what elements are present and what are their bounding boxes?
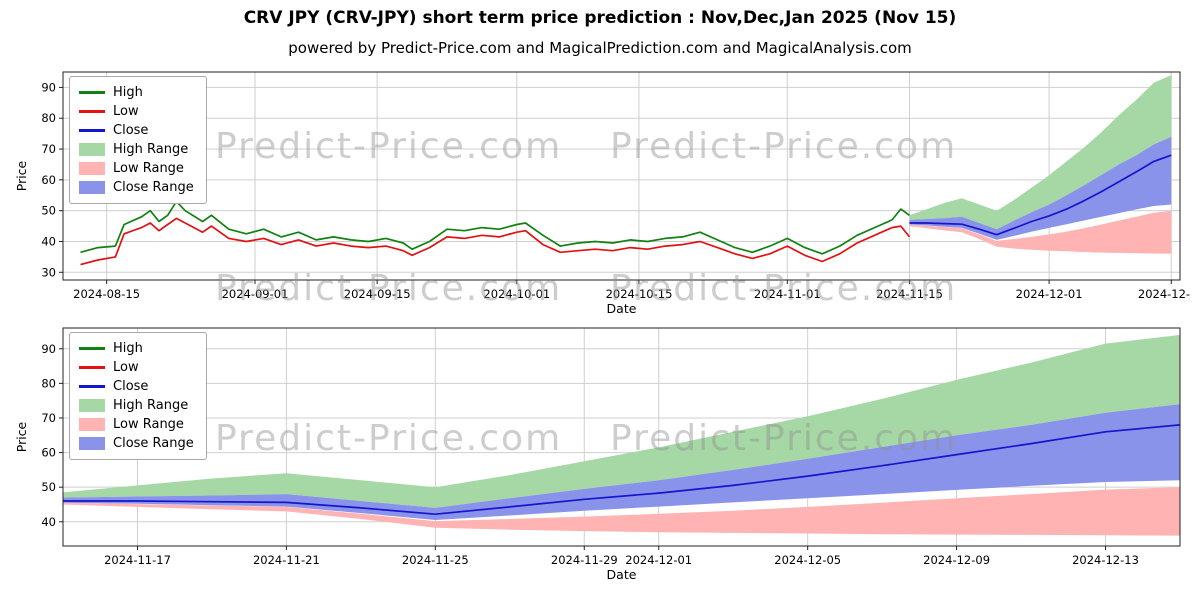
legend-label: Close <box>113 123 149 138</box>
legend-patch-swatch <box>79 162 105 175</box>
legend-label: Close Range <box>113 180 194 195</box>
svg-text:2024-08-15: 2024-08-15 <box>73 287 140 301</box>
svg-text:50: 50 <box>41 204 56 218</box>
svg-text:2024-12-01: 2024-12-01 <box>1016 287 1083 301</box>
full-history-forecast-chart-canvas: 30 40 50 60 70 80 90 2024-08-15 2024-09-01 2024-0… <box>15 71 1190 316</box>
legend-item-high-range: High Range <box>79 396 194 415</box>
legend-label: High <box>113 341 143 356</box>
svg-text:2024-12-13: 2024-12-13 <box>1072 553 1139 567</box>
page-subtitle: powered by Predict-Price.com and Magical… <box>288 39 912 57</box>
svg-text:2024-12-09: 2024-12-09 <box>923 553 990 567</box>
svg-text:40: 40 <box>41 515 56 529</box>
legend-label: High Range <box>113 142 189 157</box>
legend-label: Close <box>113 379 149 394</box>
svg-text:2024-11-29: 2024-11-29 <box>551 553 618 567</box>
legend-label: Low <box>113 360 139 375</box>
legend-label: High <box>113 85 143 100</box>
legend-line-swatch <box>79 110 105 113</box>
svg-text:40: 40 <box>41 235 56 249</box>
legend-label: Close Range <box>113 436 194 451</box>
svg-text:2024-11-21: 2024-11-21 <box>253 553 320 567</box>
legend-label: Low <box>113 104 139 119</box>
svg-text:2024-10-15: 2024-10-15 <box>606 287 673 301</box>
price-history-chart: 30 40 50 60 70 80 90 2024-08-15 2024-09-01 2024-0… <box>15 66 1190 318</box>
svg-text:70: 70 <box>41 411 56 425</box>
svg-text:2024-12-15: 2024-12-15 <box>1138 287 1190 301</box>
svg-text:2024-10-01: 2024-10-01 <box>483 287 550 301</box>
svg-text:80: 80 <box>41 111 56 125</box>
legend-item-high-range: High Range <box>79 140 194 159</box>
legend-item-low-range: Low Range <box>79 159 194 178</box>
svg-text:Date: Date <box>607 301 637 316</box>
svg-text:90: 90 <box>41 80 56 94</box>
legend-patch-swatch <box>79 143 105 156</box>
legend-label: High Range <box>113 398 189 413</box>
svg-text:30: 30 <box>41 265 56 279</box>
svg-text:2024-11-17: 2024-11-17 <box>104 553 171 567</box>
legend-item-close-range: Close Range <box>79 434 194 453</box>
svg-text:2024-11-01: 2024-11-01 <box>754 287 821 301</box>
legend-item-close: Close <box>79 121 194 140</box>
svg-text:50: 50 <box>41 480 56 494</box>
legend: High Low Close High Range Low Range Close Ran… <box>69 332 207 460</box>
svg-text:2024-12-01: 2024-12-01 <box>625 553 692 567</box>
legend-label: Low Range <box>113 161 184 176</box>
legend-item-high: High <box>79 83 194 102</box>
svg-text:60: 60 <box>41 446 56 460</box>
svg-text:2024-11-25: 2024-11-25 <box>402 553 469 567</box>
legend-patch-swatch <box>79 437 105 450</box>
legend-item-close: Close <box>79 377 194 396</box>
svg-text:2024-12-05: 2024-12-05 <box>774 553 841 567</box>
legend-patch-swatch <box>79 418 105 431</box>
page-title: CRV JPY (CRV-JPY) short term price predi… <box>243 8 957 28</box>
legend-patch-swatch <box>79 399 105 412</box>
legend: High Low Close High Range Low Range Close Ran… <box>69 76 207 204</box>
forecast-zoom-chart-canvas: 40 50 60 70 80 90 2024-11-17 2024-11-21 2024-11-… <box>15 327 1181 582</box>
svg-text:2024-09-01: 2024-09-01 <box>222 287 289 301</box>
svg-text:60: 60 <box>41 173 56 187</box>
legend-item-low: Low <box>79 358 194 377</box>
legend-item-high: High <box>79 339 194 358</box>
legend-line-swatch <box>79 91 105 94</box>
legend-label: Low Range <box>113 417 184 432</box>
legend-item-low: Low <box>79 102 194 121</box>
legend-item-low-range: Low Range <box>79 415 194 434</box>
legend-line-swatch <box>79 385 105 388</box>
legend-line-swatch <box>79 129 105 132</box>
legend-patch-swatch <box>79 181 105 194</box>
svg-text:70: 70 <box>41 142 56 156</box>
forecast-zoom-chart: 40 50 60 70 80 90 2024-11-17 2024-11-21 2024-11-… <box>15 322 1190 584</box>
legend-line-swatch <box>79 366 105 369</box>
svg-text:2024-09-15: 2024-09-15 <box>344 287 411 301</box>
svg-text:2024-11-15: 2024-11-15 <box>876 287 943 301</box>
svg-text:Date: Date <box>607 567 637 582</box>
svg-text:80: 80 <box>41 376 56 390</box>
svg-text:Price: Price <box>15 421 29 452</box>
legend-item-close-range: Close Range <box>79 178 194 197</box>
svg-text:Price: Price <box>15 160 29 191</box>
svg-text:90: 90 <box>41 342 56 356</box>
legend-line-swatch <box>79 347 105 350</box>
